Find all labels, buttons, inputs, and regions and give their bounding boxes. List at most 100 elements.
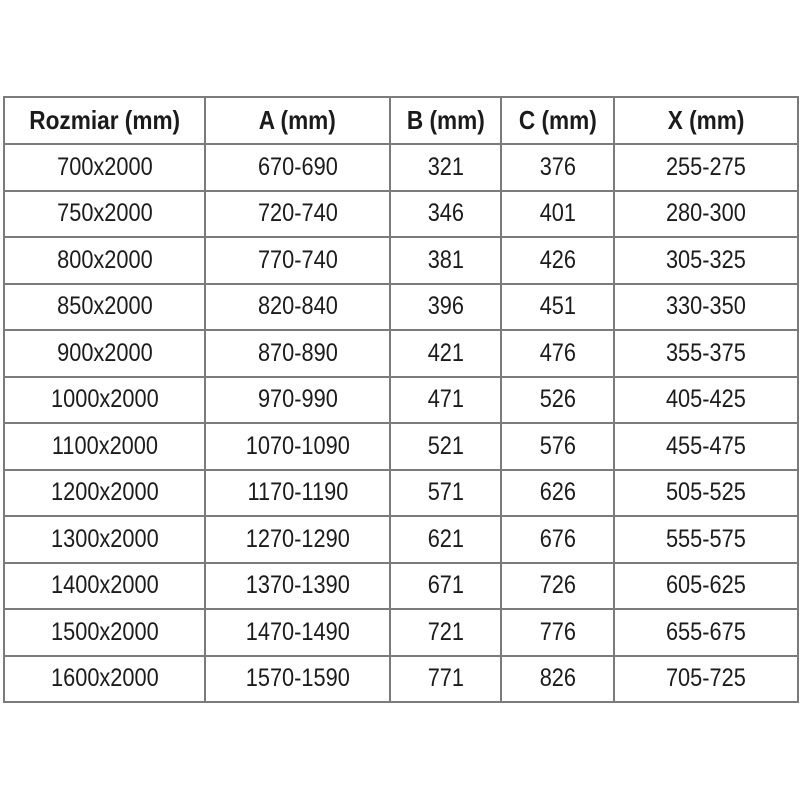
table-cell: 800x2000 (3, 236, 206, 285)
table-cell: 471 (389, 375, 502, 424)
table-cell: 626 (500, 468, 615, 517)
table-cell-value: 1100x2000 (51, 431, 158, 460)
table-row: 750x2000 720-740 346 401 280-300 (3, 189, 799, 238)
table-header-cell: C (mm) (500, 96, 615, 145)
table-cell: 605-625 (613, 561, 799, 610)
table-cell: 1200x2000 (3, 468, 206, 517)
table-cell: 401 (500, 189, 615, 238)
table-cell-value: 720-740 (257, 199, 338, 228)
table-cell-value: 776 (539, 617, 576, 646)
table-cell-value: 671 (427, 571, 464, 600)
table-cell: 330-350 (613, 282, 799, 331)
table-cell: 381 (389, 236, 502, 285)
table-cell-value: 820-840 (257, 292, 338, 321)
table-cell: 521 (389, 422, 502, 471)
table-cell-value: 451 (539, 292, 576, 321)
table-cell-value: 405-425 (666, 385, 746, 414)
table-row: 1500x2000 1470-1490 721 776 655-675 (3, 608, 799, 657)
table-cell: 820-840 (204, 282, 391, 331)
table-cell-value: 255-275 (666, 152, 746, 181)
table-row: 850x2000 820-840 396 451 330-350 (3, 282, 799, 331)
table-cell-value: 605-625 (666, 571, 746, 600)
table-cell-value: 421 (427, 338, 464, 367)
table-cell: 700x2000 (3, 143, 206, 192)
table-cell-value: 750x2000 (56, 199, 153, 228)
table-cell: 670-690 (204, 143, 391, 192)
table-cell: 376 (500, 143, 615, 192)
table-cell: 451 (500, 282, 615, 331)
table-header-label: B (mm) (406, 105, 485, 135)
table-cell-value: 626 (539, 478, 576, 507)
table-cell-value: 726 (539, 571, 576, 600)
table-cell-value: 1500x2000 (50, 617, 159, 646)
table-cell: 776 (500, 608, 615, 657)
table-cell-value: 381 (427, 245, 464, 274)
table-cell-value: 1470-1490 (245, 617, 350, 646)
table-cell-value: 555-575 (666, 524, 746, 553)
table-cell: 405-425 (613, 375, 799, 424)
table-cell: 1100x2000 (3, 422, 206, 471)
table-cell: 1370-1390 (204, 561, 391, 610)
table-cell-value: 655-675 (666, 617, 746, 646)
table-cell-value: 970-990 (257, 385, 338, 414)
table-cell: 750x2000 (3, 189, 206, 238)
table-cell-value: 621 (427, 524, 464, 553)
table-cell-value: 576 (539, 431, 576, 460)
table-cell-value: 1270-1290 (245, 524, 350, 553)
table-cell: 476 (500, 329, 615, 378)
table-row: 1600x2000 1570-1590 771 826 705-725 (3, 654, 799, 703)
table-cell-value: 1300x2000 (50, 524, 159, 553)
table-cell-value: 1000x2000 (50, 385, 159, 414)
table-cell: 305-325 (613, 236, 799, 285)
table-cell-value: 1370-1390 (245, 571, 350, 600)
table-cell: 255-275 (613, 143, 799, 192)
table-cell: 1570-1590 (204, 654, 391, 703)
size-table: Rozmiar (mm) A (mm) B (mm) C (mm) X (mm) 700… (3, 96, 799, 703)
table-cell: 421 (389, 329, 502, 378)
table-cell-value: 900x2000 (56, 338, 153, 367)
table-header-label: C (mm) (518, 105, 597, 135)
table-cell-value: 571 (427, 478, 464, 507)
table-cell-value: 471 (427, 385, 464, 414)
table-header-label: Rozmiar (mm) (29, 105, 180, 135)
table-cell: 1270-1290 (204, 515, 391, 564)
table-header-cell: A (mm) (204, 96, 391, 145)
table-row: 1000x2000 970-990 471 526 405-425 (3, 375, 799, 424)
table-cell: 1600x2000 (3, 654, 206, 703)
table-cell-value: 721 (427, 617, 464, 646)
table-cell: 1470-1490 (204, 608, 391, 657)
table-cell-value: 476 (539, 338, 576, 367)
table-cell: 900x2000 (3, 329, 206, 378)
table-cell: 676 (500, 515, 615, 564)
table-cell: 1300x2000 (3, 515, 206, 564)
table-cell-value: 526 (539, 385, 576, 414)
table-cell: 396 (389, 282, 502, 331)
table-cell: 826 (500, 654, 615, 703)
table-row: 700x2000 670-690 321 376 255-275 (3, 143, 799, 192)
table-cell-value: 396 (427, 292, 464, 321)
table-cell-value: 505-525 (666, 478, 746, 507)
table-cell-value: 426 (539, 245, 576, 274)
table-cell-value: 771 (427, 664, 464, 693)
table-cell: 721 (389, 608, 502, 657)
table-cell: 1500x2000 (3, 608, 206, 657)
table-cell-value: 1600x2000 (50, 664, 159, 693)
table-row: 1300x2000 1270-1290 621 676 555-575 (3, 515, 799, 564)
table-cell: 1000x2000 (3, 375, 206, 424)
table-cell: 505-525 (613, 468, 799, 517)
table-cell-value: 870-890 (257, 338, 338, 367)
table-cell: 770-740 (204, 236, 391, 285)
table-body: 700x2000 670-690 321 376 255-275 750x2000 720-… (3, 143, 799, 703)
table-header-cell: X (mm) (613, 96, 799, 145)
table-header-cell: B (mm) (389, 96, 502, 145)
table-cell-value: 280-300 (666, 199, 746, 228)
table-cell: 321 (389, 143, 502, 192)
table-cell-value: 1570-1590 (245, 664, 350, 693)
table-row: 1400x2000 1370-1390 671 726 605-625 (3, 561, 799, 610)
table-cell: 1400x2000 (3, 561, 206, 610)
table-cell: 720-740 (204, 189, 391, 238)
table-header-label: X (mm) (667, 105, 745, 135)
table-cell-value: 355-375 (666, 338, 746, 367)
table-cell-value: 670-690 (257, 152, 338, 181)
table-cell: 346 (389, 189, 502, 238)
